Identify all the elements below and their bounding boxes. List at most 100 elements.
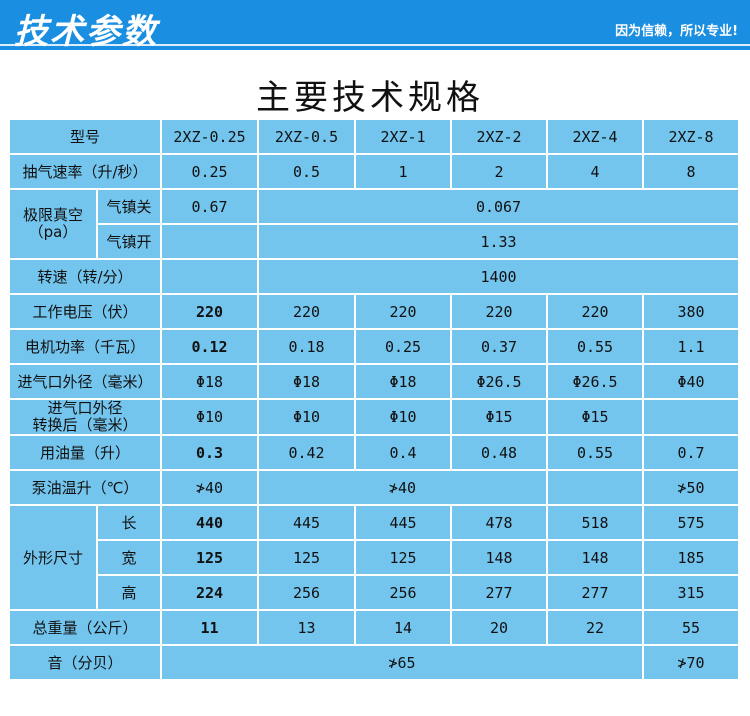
ultimate-vacuum-label-line2: （pa）: [28, 223, 78, 241]
table-cell: 0.55: [546, 434, 645, 471]
table-cell: Φ15: [546, 398, 645, 436]
table-cell: ≯50: [642, 469, 741, 506]
table-row: 极限真空 （pa） 气镇关 0.67 0.067: [8, 188, 741, 260]
table-row: 外形尺寸 长 440 445 445 478 518 575: [8, 504, 741, 611]
table-row: 宽 125 125 125 148 148 185: [9, 539, 741, 576]
table-cell: 0.42: [257, 434, 357, 471]
table-cell: 1400: [257, 258, 741, 295]
table-cell: 55: [642, 609, 741, 646]
table-row: 总重量（公斤） 11 13 14 20 22 55: [7, 609, 741, 646]
inlet-od-label: 进气口外径（毫米）: [7, 363, 163, 400]
table-cell: 220: [160, 293, 260, 330]
table-cell: 575: [642, 504, 741, 541]
noise-label: 音（分贝）: [7, 644, 163, 681]
pump-speed-label: 抽气速率（升/秒）: [7, 153, 163, 190]
motor-power-label: 电机功率（千瓦）: [7, 328, 163, 365]
table-cell: 1: [354, 153, 453, 190]
table-row: 泵油温升（℃） ≯40 ≯40 ≯50: [7, 469, 741, 506]
table-cell: Φ18: [257, 363, 357, 400]
table-cell: 22: [546, 609, 645, 646]
table-cell: ≯40: [160, 469, 260, 506]
oil-temp-label: 泵油温升（℃）: [7, 469, 163, 506]
width-label: 宽: [95, 539, 163, 576]
table-cell: 256: [354, 574, 453, 611]
table-cell: ≯65: [160, 644, 645, 681]
table-cell: 185: [642, 539, 741, 576]
table-cell: 8: [642, 153, 741, 190]
ballast-off-label: 气镇关: [95, 188, 163, 225]
model-cell: 2XZ-0.25: [160, 118, 260, 155]
table-cell: 256: [257, 574, 357, 611]
table-cell: 220: [546, 293, 645, 330]
table-cell: 1.1: [642, 328, 741, 365]
table-cell: 0.55: [546, 328, 645, 365]
ultimate-vacuum-label: 极限真空 （pa）: [8, 188, 98, 260]
table-row: 音（分贝） ≯65 ≯70: [7, 644, 741, 681]
table-cell: [546, 469, 645, 506]
table-cell: Φ26.5: [450, 363, 549, 400]
weight-label: 总重量（公斤）: [7, 609, 163, 646]
banner-divider: [0, 44, 750, 46]
model-cell: 2XZ-0.5: [257, 118, 357, 155]
table-cell: 445: [354, 504, 453, 541]
inlet-converted-label-line2: 转换后（毫米）: [32, 416, 138, 434]
table-cell: 0.7: [642, 434, 741, 471]
model-cell: 2XZ-2: [450, 118, 549, 155]
table-cell: 125: [354, 539, 453, 576]
table-row: 高 224 256 256 277 277 315: [9, 574, 741, 611]
table-row: 用油量（升） 0.3 0.42 0.4 0.48 0.55 0.7: [7, 434, 741, 471]
table-row: 型号 2XZ-0.25 2XZ-0.5 2XZ-1 2XZ-2 2XZ-4 2X…: [7, 118, 741, 155]
table-cell: 0.25: [160, 153, 260, 190]
model-cell: 2XZ-4: [546, 118, 645, 155]
table-cell: 0.12: [160, 328, 260, 365]
table-row: 进气口外径（毫米） Φ18 Φ18 Φ18 Φ26.5 Φ26.5 Φ40: [7, 363, 741, 400]
header-banner: 技术参数 因为信赖，所以专业!: [0, 0, 750, 52]
table-cell: 315: [642, 574, 741, 611]
table-cell: 148: [546, 539, 645, 576]
spec-table: 型号 2XZ-0.25 2XZ-0.5 2XZ-1 2XZ-2 2XZ-4 2X…: [7, 118, 741, 681]
voltage-label: 工作电压（伏）: [7, 293, 163, 330]
length-label: 长: [95, 504, 163, 541]
table-cell: 11: [160, 609, 260, 646]
inlet-converted-label: 进气口外径 转换后（毫米）: [7, 398, 163, 436]
table-cell: Φ15: [450, 398, 549, 436]
table-cell: 445: [257, 504, 357, 541]
table-cell: 380: [642, 293, 741, 330]
table-cell: 0.5: [257, 153, 357, 190]
ballast-on-label: 气镇开: [95, 223, 163, 260]
table-cell: 0.067: [257, 188, 741, 225]
table-cell: 0.37: [450, 328, 549, 365]
table-row: 进气口外径 转换后（毫米） Φ10 Φ10 Φ10 Φ15 Φ15: [7, 398, 741, 436]
table-cell: 14: [354, 609, 453, 646]
table-row: 转速（转/分） 1400: [7, 258, 741, 295]
table-cell: 224: [160, 574, 260, 611]
table-cell: Φ10: [160, 398, 260, 436]
table-cell: ≯40: [257, 469, 549, 506]
rotation-label: 转速（转/分）: [7, 258, 163, 295]
table-cell: Φ10: [354, 398, 453, 436]
table-cell: 148: [450, 539, 549, 576]
table-cell: 0.67: [160, 188, 260, 225]
table-cell: ≯70: [642, 644, 741, 681]
table-cell: 4: [546, 153, 645, 190]
oil-volume-label: 用油量（升）: [7, 434, 163, 471]
table-cell: 20: [450, 609, 549, 646]
table-row: 电机功率（千瓦） 0.12 0.18 0.25 0.37 0.55 1.1: [7, 328, 741, 365]
page-heading: 主要技术规格: [256, 78, 484, 118]
table-cell: [642, 398, 741, 436]
table-cell: 13: [257, 609, 357, 646]
table-cell: Φ10: [257, 398, 357, 436]
model-cell: 2XZ-1: [354, 118, 453, 155]
table-cell: [160, 258, 260, 295]
table-cell: 220: [257, 293, 357, 330]
table-cell: 277: [546, 574, 645, 611]
table-cell: 0.48: [450, 434, 549, 471]
inlet-converted-label-line1: 进气口外径: [47, 399, 123, 417]
table-cell: 277: [450, 574, 549, 611]
table-row: 工作电压（伏） 220 220 220 220 220 380: [7, 293, 741, 330]
table-row: 抽气速率（升/秒） 0.25 0.5 1 2 4 8: [7, 153, 741, 190]
table-cell: 0.4: [354, 434, 453, 471]
table-row: 气镇开 1.33: [9, 223, 741, 260]
table-cell: Φ40: [642, 363, 741, 400]
table-cell: 0.3: [160, 434, 260, 471]
